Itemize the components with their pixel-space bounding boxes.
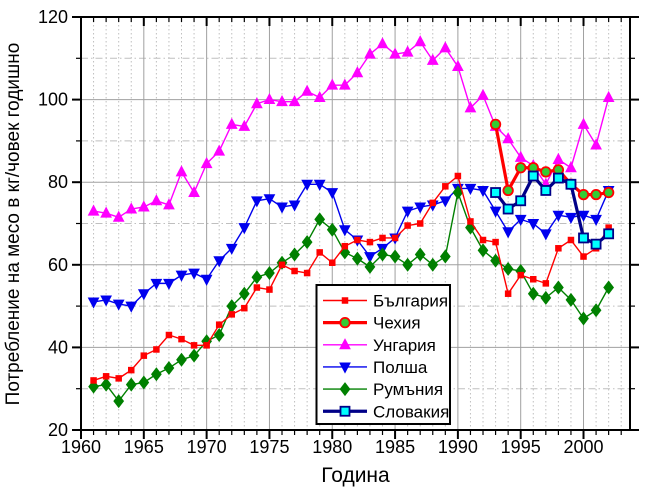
legend-item-bulgaria: България	[323, 292, 448, 311]
x-tick-label: 1960	[61, 437, 101, 457]
x-tick-label: 1985	[375, 437, 415, 457]
legend-label: Румъния	[373, 380, 443, 399]
axis-frame	[72, 16, 639, 439]
legend-label: Унгария	[373, 336, 436, 355]
x-tick-labels: 1960 1965 1970 1975 1980 1985 1990 1995 2000	[61, 437, 604, 457]
x-tick-label: 1965	[124, 437, 164, 457]
legend-item-romania: Румъния	[323, 380, 443, 399]
series-romania	[88, 185, 615, 409]
y-axis-title: Потребление на месо в кг/човек годишно	[3, 42, 24, 406]
y-tick-label: 40	[48, 337, 68, 357]
legend-item-poland: Полша	[323, 358, 428, 377]
y-tick-label: 20	[48, 420, 68, 440]
x-tick-label: 1975	[249, 437, 289, 457]
legend-label: България	[373, 292, 448, 311]
legend-label: Чехия	[373, 314, 421, 333]
y-tick-label: 60	[48, 255, 68, 275]
y-tick-label: 120	[38, 7, 68, 27]
x-tick-label: 1990	[438, 437, 478, 457]
legend-label: Полша	[373, 358, 428, 377]
x-tick-label: 1995	[501, 437, 541, 457]
series-slovakia	[490, 170, 615, 250]
legend: България Чехия Унгария Полша Румъния Словакия	[315, 284, 451, 425]
legend-label: Словакия	[373, 402, 449, 421]
x-tick-label: 2000	[563, 437, 603, 457]
legend-item-slovakia: Словакия	[323, 402, 449, 421]
legend-item-hungary: Унгария	[323, 336, 436, 355]
series-bulgaria	[90, 172, 612, 384]
y-tick-label: 100	[38, 90, 68, 110]
legend-item-czechia: Чехия	[323, 314, 421, 333]
x-tick-label: 1970	[187, 437, 227, 457]
y-tick-label: 80	[48, 172, 68, 192]
y-tick-labels: 20 40 60 80 100 120	[38, 7, 68, 440]
x-tick-label: 1980	[312, 437, 352, 457]
x-axis-title: Година	[321, 464, 390, 487]
series-hungary	[87, 35, 615, 222]
